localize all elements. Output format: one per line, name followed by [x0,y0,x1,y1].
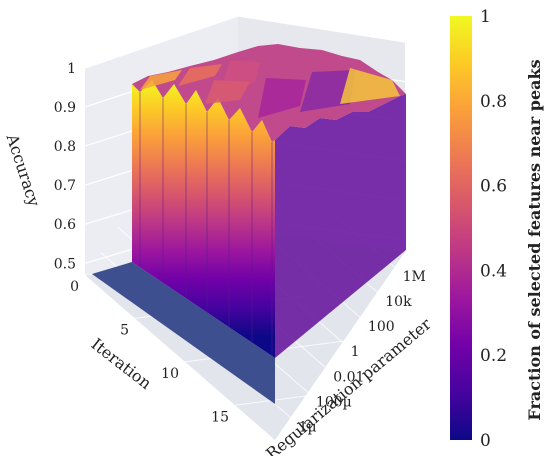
y-tick-label: 10 [161,366,179,382]
y-tick-label: 0 [70,279,79,295]
y-tick-label: 15 [211,409,229,425]
y-grid-line [234,382,404,406]
x-tick-label: 10k [385,294,412,310]
colorbar-tick-label: 1 [480,7,491,27]
colorbar: 0 0.2 0.4 0.6 0.8 1 Fraction of selected feat… [450,7,544,451]
colorbar-scale [450,16,472,440]
colorbar-tick-label: 0.4 [480,261,507,281]
z-grid-line [84,15,406,69]
z-tick-label: 0.6 [54,217,76,233]
surface-wall-side [275,94,406,358]
colorbar-tick-label: 0.6 [480,177,507,197]
z-tick-label: 0.7 [54,178,76,194]
x-tick-label: 100 [368,319,395,335]
colorbar-tick-label: 0 [480,431,491,451]
surface-top-patch [178,64,222,86]
x-tick-label: 1µ [299,419,317,435]
z-tick-label: 0.8 [54,139,76,155]
surface-top-patch [140,70,182,90]
x-tick-label: 1 [351,344,360,360]
y-axis-title: Iteration [88,334,156,393]
z-axis-ticks: 0.5 0.6 0.7 0.8 0.9 1 [54,61,76,272]
surface [92,44,406,404]
z-tick-label: 0.5 [54,256,76,272]
colorbar-tick-label: 0.2 [480,346,507,366]
surface-floor [92,262,275,404]
x-tick-label: 100µ [316,394,352,410]
z-tick-label: 0.9 [54,100,76,116]
surface-top-patch [340,68,400,104]
surface-wall-ridges [139,92,273,356]
z-axis-title: Accuracy [2,131,44,209]
colorbar-ticks: 0 0.2 0.4 0.6 0.8 1 [480,7,507,451]
surface-wall-front [132,80,275,358]
surface-top-patches [140,60,400,118]
x-axis-ticks: 1µ 100µ 0.01 1 100 10k 1M [299,269,426,435]
x-tick-label: 0.01 [333,369,364,385]
y-tick-label: 5 [120,322,129,338]
colorbar-title: Fraction of selected features near peaks [525,59,544,420]
x-tick-label: 1M [403,269,426,285]
surface-top-patch [205,80,250,104]
colorbar-tick-label: 0.8 [480,92,507,112]
y-axis-ticks: 0 5 10 15 [70,279,229,425]
surface-top-patch [258,78,306,118]
z-tick-label: 1 [67,61,76,77]
